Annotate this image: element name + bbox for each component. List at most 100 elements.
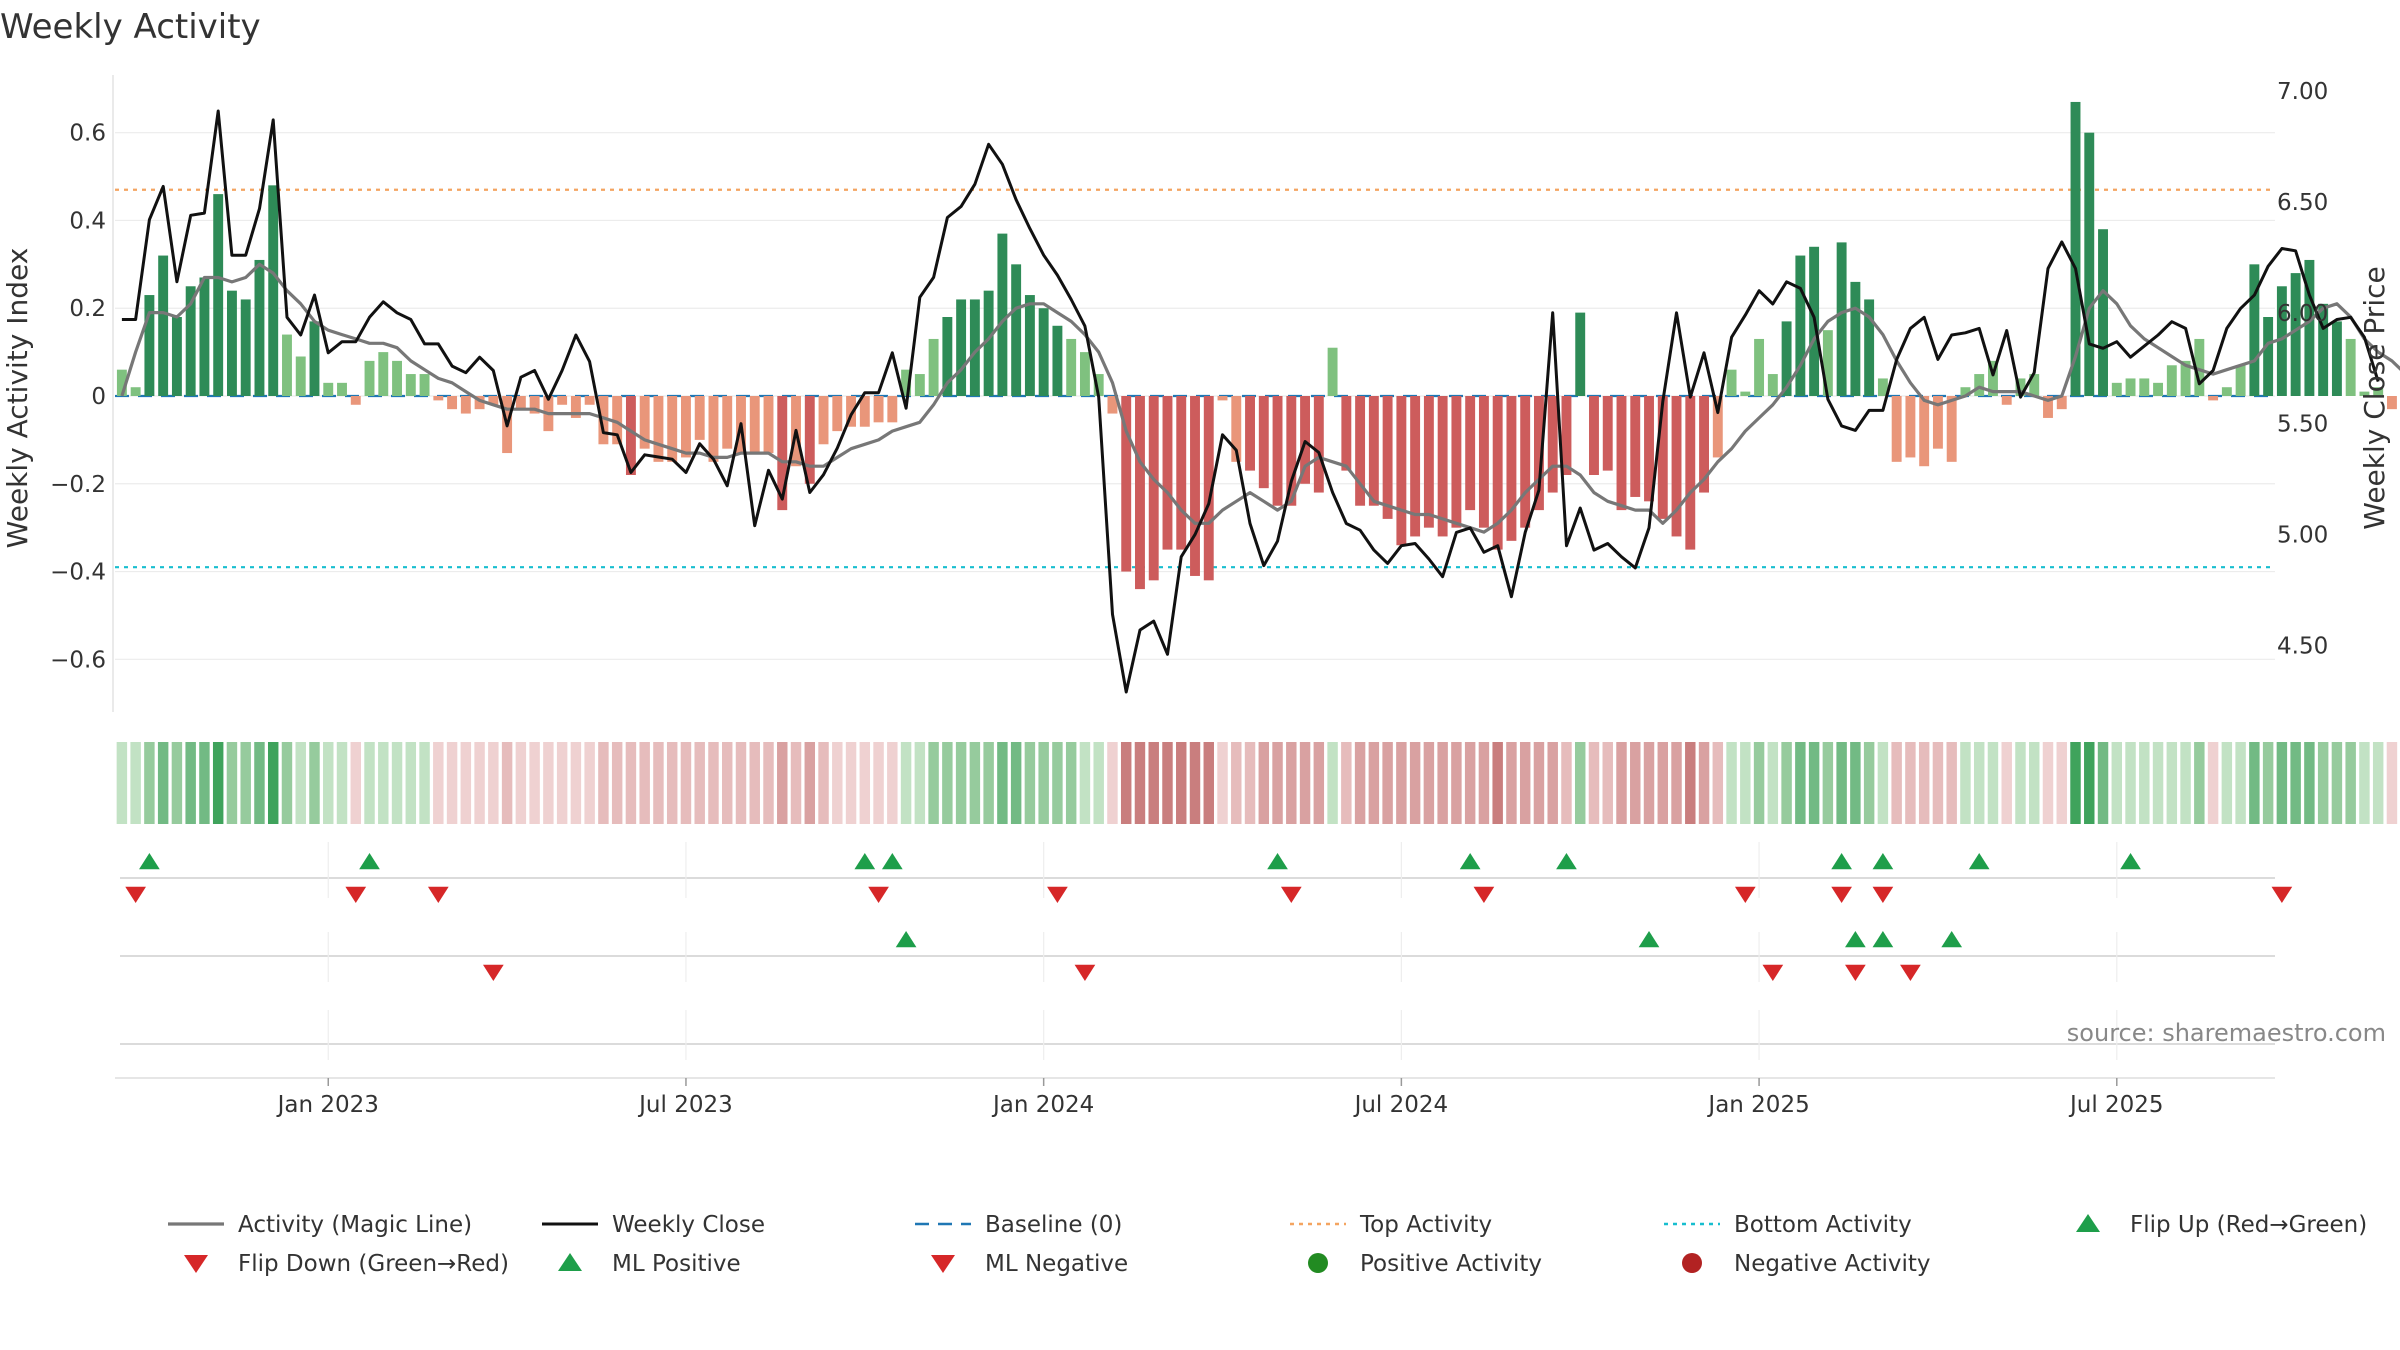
strip-cell: [955, 742, 967, 824]
activity-bar: [2345, 338, 2356, 396]
activity-bar: [639, 396, 650, 449]
ml-positive-marker: [1845, 931, 1866, 948]
activity-bar: [1836, 242, 1847, 396]
strip-cell: [336, 742, 348, 824]
strip-cell: [1423, 742, 1435, 824]
flip-down-marker: [1872, 886, 1894, 903]
strip-cell: [2001, 742, 2012, 824]
strip-cell: [1808, 742, 1820, 824]
activity-bar: [378, 352, 389, 396]
activity-bar: [1644, 396, 1654, 502]
legend-label: Top Activity: [1359, 1212, 1492, 1238]
activity-bar: [1121, 396, 1132, 572]
strip-cell: [584, 742, 595, 824]
strip-cell: [1588, 742, 1600, 824]
activity-bar: [2029, 374, 2040, 396]
legend-swatch: [931, 1255, 955, 1273]
activity-bar: [2263, 317, 2274, 396]
axes: 0.6 0.4 0.2 0 −0.2 −0.4 −0.6 7.00 6.50 6.00 5.50 5.…: [50, 75, 2328, 712]
strip-cell: [777, 742, 788, 824]
legend-swatch: [1682, 1253, 1702, 1273]
strip-cell: [900, 742, 912, 824]
activity-bar: [171, 317, 182, 396]
strip-cell: [749, 742, 760, 824]
legend-item-top-activity: Top Activity: [1290, 1212, 1492, 1238]
strip-cell: [254, 742, 265, 824]
legend-label: ML Negative: [985, 1251, 1128, 1277]
activity-bar: [859, 396, 870, 427]
strip-cell: [130, 742, 141, 824]
strip-cell: [1244, 742, 1256, 824]
strip-cell: [790, 742, 802, 824]
activity-bar: [447, 396, 458, 410]
strip-cell: [2304, 742, 2315, 824]
ml-positive-marker: [895, 931, 917, 948]
activity-bar: [1066, 338, 1077, 396]
activity-bar: [2070, 101, 2081, 396]
activity-bar: [2166, 365, 2177, 396]
strip-cell: [2249, 742, 2260, 824]
strip-cell: [1506, 742, 1517, 824]
activity-bar: [1561, 396, 1572, 475]
activity-bar: [1079, 352, 1090, 396]
strip-cell: [2097, 742, 2109, 824]
strip-cell: [1712, 742, 1724, 824]
strip-cell: [2139, 742, 2150, 824]
flip-up-marker: [139, 853, 160, 870]
strip-cell: [543, 742, 554, 824]
activity-bar: [2386, 396, 2397, 410]
activity-bar: [1024, 295, 1035, 396]
strip-cell: [598, 742, 609, 824]
activity-bar: [694, 396, 705, 440]
activity-bar: [2043, 396, 2053, 418]
activity-bar: [1148, 396, 1159, 581]
activity-bar: [804, 396, 815, 484]
activity-bar: [2373, 387, 2384, 396]
series-lines: [120, 109, 2400, 694]
activity-bar: [2304, 259, 2315, 396]
strip-cell: [818, 742, 829, 824]
strip-cell: [708, 742, 719, 824]
activity-bar: [557, 396, 568, 405]
activity-bar: [1547, 396, 1558, 493]
strip-cell: [2276, 742, 2288, 824]
strip-cell: [2262, 742, 2274, 824]
strip-cell: [680, 742, 692, 824]
activity-bar: [2139, 378, 2150, 396]
legend-item-bottom-activity: Bottom Activity: [1664, 1212, 1912, 1238]
ml-negative-marker: [1845, 964, 1866, 981]
strip-cell: [1602, 742, 1613, 824]
legend-label: ML Positive: [612, 1251, 741, 1277]
strip-cell: [2166, 742, 2178, 824]
strip-cell: [1093, 742, 1104, 824]
y-axis-label-left: Weekly Activity Index: [1, 248, 34, 549]
activity-bar: [1712, 396, 1723, 458]
activity-bar: [901, 369, 912, 396]
weekly-close-series: [121, 109, 2380, 694]
flip-down-marker: [345, 886, 367, 903]
legend-label: Baseline (0): [985, 1212, 1122, 1238]
activity-bar: [1781, 321, 1792, 396]
strip-cell: [1120, 742, 1132, 824]
strip-cell: [1148, 742, 1159, 824]
activity-bars: [116, 101, 2397, 590]
flip-down-marker: [1473, 886, 1495, 903]
y-tick-label: −0.6: [50, 647, 106, 673]
activity-bar: [1107, 396, 1118, 414]
activity-bar: [2153, 382, 2164, 396]
strip-cell: [625, 742, 637, 824]
strip-cell: [1024, 742, 1036, 824]
activity-bar: [1822, 330, 1833, 396]
strip-cell: [2070, 742, 2081, 824]
ml-negative-marker: [1762, 964, 1784, 981]
strip-cell: [1671, 742, 1682, 824]
legend-item-flip-down: Flip Down (Green→Red): [184, 1251, 509, 1277]
strip-cell: [873, 742, 884, 824]
ml-negative-marker: [1900, 964, 1921, 981]
strip-cell: [2084, 742, 2095, 824]
strip-cell: [1258, 742, 1270, 824]
strip-cell: [2331, 742, 2343, 824]
flip-down-marker: [1831, 886, 1852, 903]
strip-cell: [1574, 742, 1586, 824]
activity-bar: [2221, 387, 2232, 396]
